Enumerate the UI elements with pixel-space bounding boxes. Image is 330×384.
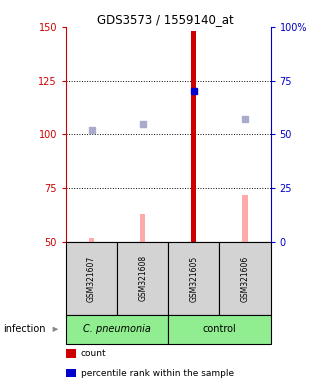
Text: GSM321605: GSM321605 (189, 255, 198, 301)
Text: control: control (203, 324, 236, 334)
Text: infection: infection (3, 324, 46, 334)
Text: percentile rank within the sample: percentile rank within the sample (81, 369, 234, 378)
Bar (89, 238, 94, 242)
Text: GSM321606: GSM321606 (241, 255, 249, 301)
Text: GDS3573 / 1559140_at: GDS3573 / 1559140_at (97, 13, 233, 26)
Text: count: count (81, 349, 107, 358)
Text: C. pneumonia: C. pneumonia (83, 324, 151, 334)
Bar (243, 195, 248, 242)
Text: GSM321608: GSM321608 (138, 255, 147, 301)
Bar (140, 214, 145, 242)
Text: GSM321607: GSM321607 (87, 255, 96, 301)
Bar (191, 31, 196, 242)
